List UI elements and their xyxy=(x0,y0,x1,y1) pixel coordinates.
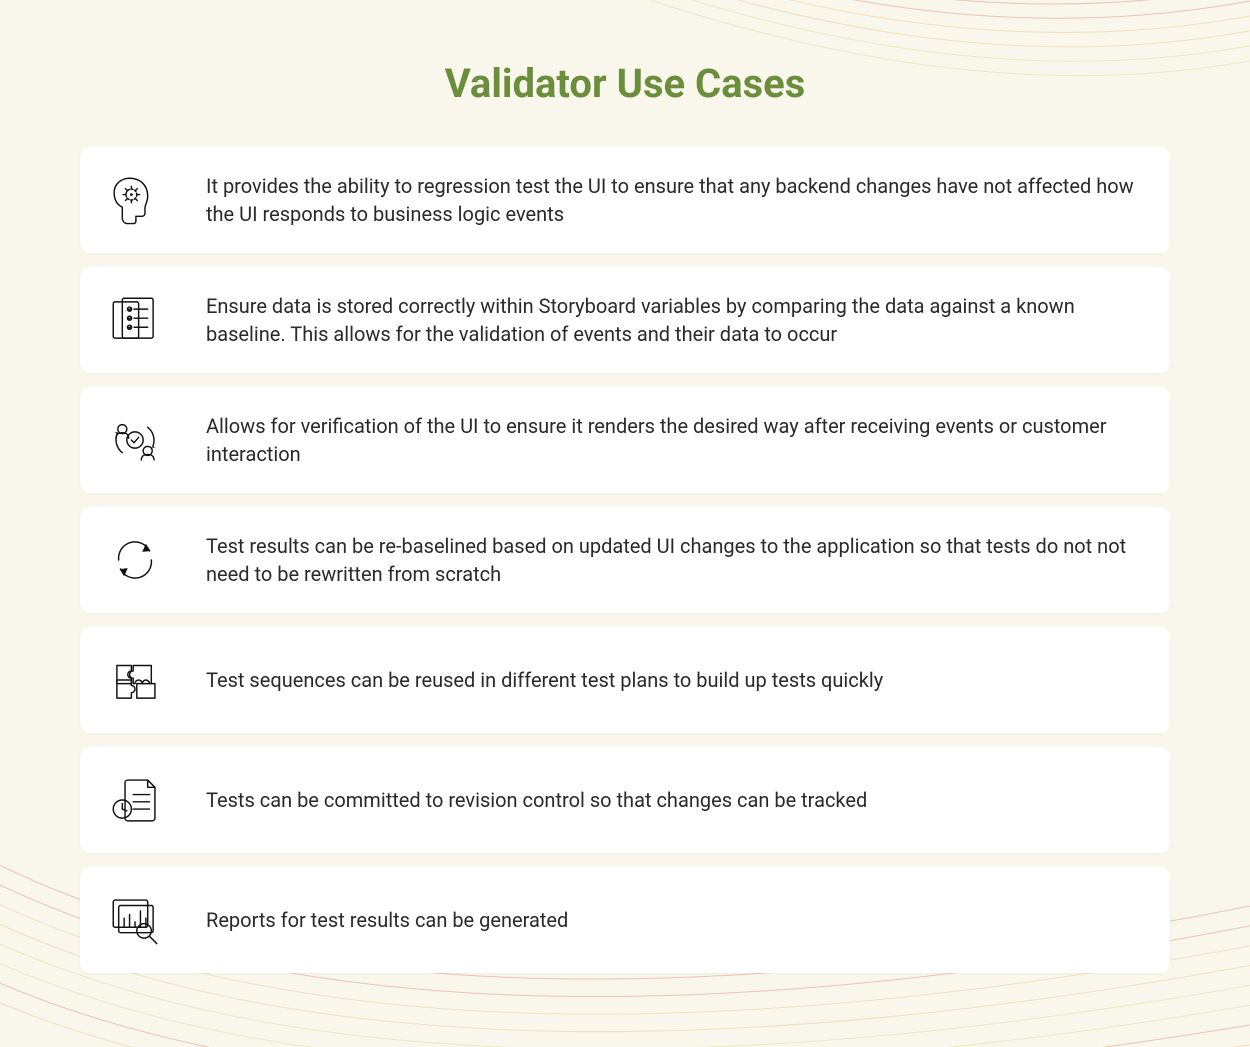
card: Allows for verification of the UI to ens… xyxy=(80,387,1170,493)
card: Test sequences can be reused in differen… xyxy=(80,627,1170,733)
page-title: Validator Use Cases xyxy=(80,60,1170,107)
card-text: Reports for test results can be generate… xyxy=(206,906,568,934)
card-text: It provides the ability to regression te… xyxy=(206,172,1140,228)
brain-gear-icon xyxy=(104,169,166,231)
card-text: Allows for verification of the UI to ens… xyxy=(206,412,1140,468)
card-text: Tests can be committed to revision contr… xyxy=(206,786,867,814)
card: Reports for test results can be generate… xyxy=(80,867,1170,973)
card: Tests can be committed to revision contr… xyxy=(80,747,1170,853)
card: Ensure data is stored correctly within S… xyxy=(80,267,1170,373)
checklist-icon xyxy=(104,289,166,351)
card-list: It provides the ability to regression te… xyxy=(80,147,1170,997)
card-text: Test results can be re-baselined based o… xyxy=(206,532,1140,588)
card: Test results can be re-baselined based o… xyxy=(80,507,1170,613)
card: It provides the ability to regression te… xyxy=(80,147,1170,253)
doc-clock-icon xyxy=(104,769,166,831)
puzzle-icon xyxy=(104,649,166,711)
card-text: Test sequences can be reused in differen… xyxy=(206,666,883,694)
refresh-icon xyxy=(104,529,166,591)
user-sync-icon xyxy=(104,409,166,471)
report-chart-icon xyxy=(104,889,166,951)
card-text: Ensure data is stored correctly within S… xyxy=(206,292,1140,348)
